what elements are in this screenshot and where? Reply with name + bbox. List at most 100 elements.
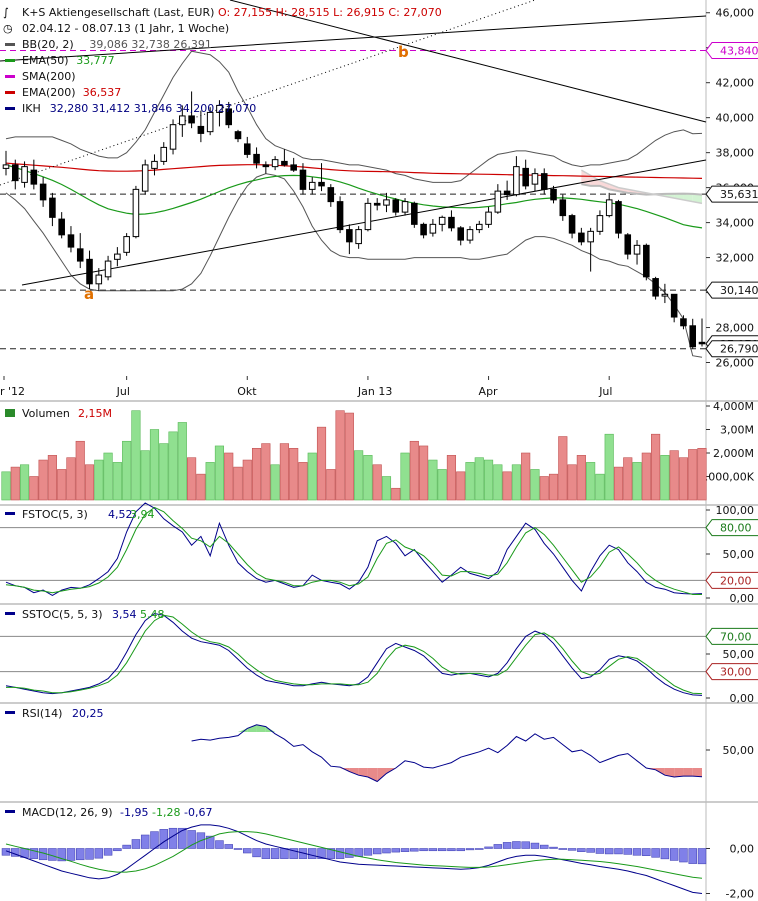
candle-body bbox=[318, 181, 325, 187]
volume-bar bbox=[567, 464, 577, 501]
candle-body bbox=[225, 108, 233, 126]
macd-histogram-bar bbox=[233, 848, 243, 850]
candle-body bbox=[132, 188, 140, 238]
price-axis: 26,00028,00030,00032,00034,00036,00038,0… bbox=[705, 7, 758, 370]
volume-bar bbox=[131, 410, 141, 501]
candle-body bbox=[67, 234, 75, 248]
macd-histogram-bar bbox=[465, 848, 475, 851]
candle-body bbox=[605, 199, 613, 217]
sstoc-d-value: 5,48 bbox=[140, 608, 165, 621]
macd-histogram-bar bbox=[103, 848, 113, 856]
rsi-label: RSI(14) bbox=[22, 707, 62, 720]
macd-histogram-bar bbox=[521, 841, 530, 849]
volume-bar bbox=[595, 473, 605, 501]
level-badge: 30,00 bbox=[705, 663, 758, 681]
macd-histogram-bar bbox=[697, 848, 707, 865]
volume-bar bbox=[465, 462, 475, 501]
price-tick-label: 46,000 bbox=[716, 7, 755, 20]
macd-histogram-bar bbox=[419, 848, 428, 852]
macd-histogram-bar bbox=[113, 848, 122, 852]
price-label: 43,840 bbox=[705, 42, 758, 60]
candle-body bbox=[550, 188, 557, 201]
macd-histogram-bar bbox=[642, 848, 651, 856]
volume-bar bbox=[558, 436, 568, 501]
candle-body bbox=[559, 199, 567, 217]
macd-histogram-bar bbox=[410, 848, 419, 852]
price-grid bbox=[0, 50, 706, 350]
candle-body bbox=[49, 197, 56, 218]
candle-body bbox=[290, 164, 297, 171]
sstoc-d-line bbox=[6, 614, 703, 695]
candle-body bbox=[308, 181, 316, 190]
macd-histogram-bar bbox=[391, 848, 401, 853]
price-label-box bbox=[705, 281, 758, 299]
volume-tick-label: 4,000M bbox=[713, 400, 754, 413]
macd-histogram-bar bbox=[623, 848, 633, 855]
volume-bar bbox=[521, 452, 531, 501]
macd-tick-label: 0,00 bbox=[730, 843, 755, 856]
macd-histogram-bar bbox=[502, 842, 512, 849]
candle-body bbox=[383, 199, 390, 206]
macd-histogram-bar bbox=[660, 848, 670, 860]
volume-bar bbox=[224, 452, 234, 501]
price-label-text: 43,840 bbox=[720, 45, 758, 58]
volume-bar bbox=[19, 464, 30, 501]
macd-swatch bbox=[5, 810, 15, 813]
ema50-line bbox=[5, 164, 703, 229]
rsi-oversold-fill bbox=[349, 768, 359, 776]
macd-histogram-bar bbox=[577, 848, 586, 852]
chart-icon: ∫ bbox=[3, 6, 9, 19]
sstoc-panel: 0,00 50,00 70,00 30,00 SSTOC(5, 5, 3) 3,54 5,4… bbox=[0, 608, 758, 705]
time-tick-label: Jul bbox=[116, 385, 130, 398]
volume-bar bbox=[270, 464, 280, 501]
candle-body bbox=[11, 164, 19, 182]
volume-bar bbox=[316, 426, 327, 501]
cloud-span-a bbox=[581, 183, 703, 196]
candle-body bbox=[689, 325, 697, 348]
macd-histogram-bar bbox=[428, 848, 438, 852]
volume-bar bbox=[344, 412, 354, 501]
candle-body bbox=[457, 227, 465, 241]
candle-body bbox=[373, 202, 381, 206]
volume-bar bbox=[205, 462, 215, 501]
candle-body bbox=[346, 229, 353, 243]
volume-bar bbox=[149, 429, 160, 501]
candle-body bbox=[179, 115, 186, 126]
volume-bar bbox=[279, 443, 289, 501]
candle-body bbox=[633, 244, 641, 255]
candle-body bbox=[503, 190, 511, 196]
candle-body bbox=[578, 232, 585, 243]
volume-bar bbox=[363, 455, 373, 501]
candle-body bbox=[2, 164, 10, 169]
macd-histogram-bar bbox=[243, 848, 252, 854]
price-tick-label: 38,000 bbox=[716, 147, 755, 160]
rsi-oversold-fill bbox=[692, 768, 702, 777]
macd-histogram-bar bbox=[354, 848, 363, 857]
volume-bar bbox=[586, 462, 596, 501]
ichimoku-cloud bbox=[581, 169, 703, 205]
macd-histogram-bar bbox=[475, 848, 484, 850]
candle-body bbox=[652, 278, 659, 297]
volume-bar bbox=[187, 457, 197, 501]
candle-body bbox=[643, 244, 650, 278]
candle-body bbox=[197, 125, 205, 134]
macd-histogram-bar bbox=[558, 848, 568, 850]
level-badge: 20,00 bbox=[705, 571, 758, 589]
price-tick-label: 26,000 bbox=[716, 357, 755, 370]
upper-trendline bbox=[0, 15, 707, 62]
fstoc-tick-label: 100,00 bbox=[716, 504, 755, 517]
price-tick-label: 40,000 bbox=[716, 112, 755, 125]
candle-body bbox=[21, 166, 28, 183]
macd-histogram-bar bbox=[484, 846, 493, 849]
legend-swatch bbox=[5, 43, 15, 46]
volume-bar bbox=[140, 450, 150, 501]
legend-swatch bbox=[5, 91, 15, 94]
candle-body bbox=[680, 318, 687, 327]
time-tick-label: Jul bbox=[598, 385, 612, 398]
time-tick-label: Okt bbox=[237, 385, 257, 398]
volume-icon bbox=[5, 409, 15, 417]
macd-histogram-bar bbox=[632, 848, 642, 856]
ohlc-values: O: 27,155 H: 28,515 L: 26,915 C: 27,070 bbox=[218, 6, 442, 19]
candle-body bbox=[624, 234, 632, 255]
